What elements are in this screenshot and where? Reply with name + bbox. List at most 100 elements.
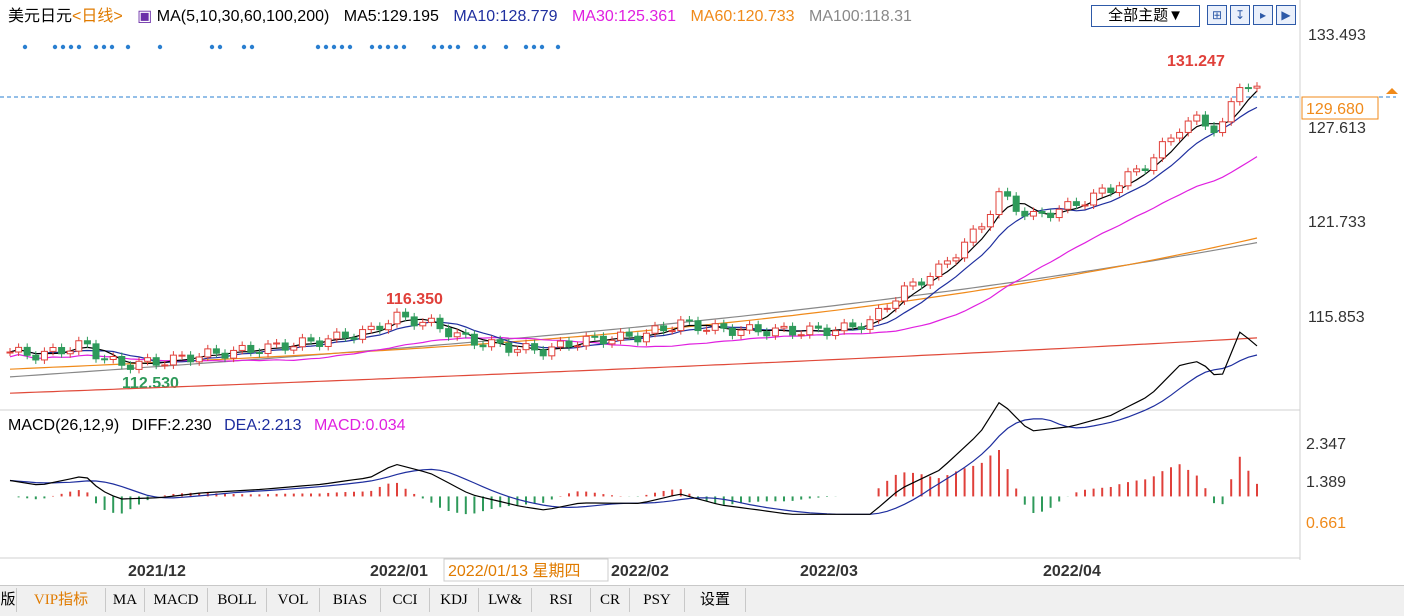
tab-bias[interactable]: BIAS <box>320 588 381 612</box>
candle-body <box>771 327 779 337</box>
signal-dot <box>377 44 383 50</box>
candle-body <box>522 343 530 351</box>
tab-cr[interactable]: CR <box>591 588 630 612</box>
chart-canvas[interactable]: 129.680 133.493 127.613 121.733 115.853 … <box>0 0 1404 585</box>
signal-dot <box>76 44 82 50</box>
zoom-in-icon[interactable]: ↧ <box>1230 5 1250 25</box>
candle-body <box>83 340 91 345</box>
candle-body <box>1098 187 1106 194</box>
tab-rsi[interactable]: RSI <box>532 588 591 612</box>
candle-body <box>109 355 117 360</box>
grid-icon[interactable]: ⊞ <box>1207 5 1227 25</box>
candle-body <box>978 226 986 230</box>
candle-body <box>92 343 100 360</box>
candle-body <box>1158 141 1166 159</box>
candle-body <box>883 307 891 310</box>
indicator-tab-bar: 版 VIP指标 MA MACD BOLL VOL BIAS CCI KDJ LW… <box>0 585 1404 616</box>
tab-ma[interactable]: MA <box>106 588 145 612</box>
candle-body <box>40 350 48 361</box>
candle-body <box>436 317 444 330</box>
theme-dropdown[interactable]: 全部主题▼ <box>1091 5 1200 27</box>
candle-body <box>281 342 289 351</box>
candle-body <box>737 329 745 336</box>
candle-body <box>857 326 865 330</box>
tab-lw[interactable]: LW& <box>479 588 532 612</box>
signal-dot <box>339 44 345 50</box>
signal-dot <box>93 44 99 50</box>
tab-vip[interactable]: VIP指标 <box>17 588 106 612</box>
candle-body <box>539 349 547 357</box>
tab-psy[interactable]: PSY <box>630 588 685 612</box>
candle-body <box>419 321 427 327</box>
tab-cci[interactable]: CCI <box>381 588 430 612</box>
step-icon[interactable]: ▸ <box>1253 5 1273 25</box>
candle-body <box>273 342 281 345</box>
signal-dot <box>60 44 66 50</box>
period-selector[interactable]: <日线> <box>72 8 123 25</box>
tab-vol[interactable]: VOL <box>267 588 320 612</box>
ma-indicator-icon[interactable]: ▣ <box>137 8 153 25</box>
cursor-date-label: 2022/01/13 星期四 <box>448 562 581 580</box>
candle-body <box>1227 101 1235 123</box>
signal-dot <box>331 44 337 50</box>
ma100-value: MA100:118.31 <box>809 8 912 25</box>
signal-dot <box>555 44 561 50</box>
candle-body <box>574 345 582 348</box>
candle-body <box>875 307 883 321</box>
candle-body <box>144 357 152 362</box>
tab-boll[interactable]: BOLL <box>208 588 267 612</box>
candle-body <box>900 285 908 302</box>
candle-body <box>651 325 659 334</box>
candle-body <box>118 355 126 366</box>
candle-body <box>169 354 177 366</box>
candle-body <box>255 351 263 354</box>
candle-body <box>178 354 186 357</box>
macd-value: MACD:0.034 <box>313 417 406 434</box>
candle-body <box>1081 204 1089 207</box>
signal-dot <box>523 44 529 50</box>
candle-body <box>410 316 418 327</box>
candle-body <box>453 332 461 338</box>
ma-legend: 美元日元<日线> ▣ MA(5,10,30,60,100,200) MA5:12… <box>0 0 1300 34</box>
candle-body <box>1012 195 1020 212</box>
candle-body <box>694 320 702 332</box>
candle-body <box>204 348 212 358</box>
candle-body <box>849 322 857 328</box>
price-marker-icon[interactable] <box>1386 88 1398 94</box>
candle-body <box>513 349 521 353</box>
tab-kdj[interactable]: KDJ <box>430 588 479 612</box>
ma10-value: MA10:128.779 <box>453 8 558 25</box>
tab-ban[interactable]: 版 <box>0 588 17 612</box>
candle-body <box>556 340 564 348</box>
forward-icon[interactable]: ▶ <box>1276 5 1296 25</box>
candle-body <box>617 331 625 341</box>
candle-body <box>32 354 40 361</box>
candle-body <box>1176 131 1184 139</box>
candle-body <box>496 339 504 344</box>
candle-body <box>1253 85 1261 89</box>
ma60-line <box>9 237 1258 370</box>
symbol-name[interactable]: 美元日元 <box>8 8 73 25</box>
candle-body <box>1072 201 1080 206</box>
candle-body <box>402 311 410 318</box>
ma30-line <box>9 156 1258 362</box>
signal-dot <box>431 44 437 50</box>
candle-body <box>126 364 134 370</box>
date-label: 2022/01 <box>370 563 428 580</box>
candle-body <box>703 329 711 332</box>
ma-params: MA(5,10,30,60,100,200) <box>156 8 330 25</box>
signal-dot <box>385 44 391 50</box>
candle-body <box>195 356 203 363</box>
ma100-line <box>9 242 1258 378</box>
candle-body <box>212 348 220 354</box>
signal-dot <box>68 44 74 50</box>
candle-body <box>1064 201 1072 210</box>
macd-tick: 0.661 <box>1306 515 1346 532</box>
candle-body <box>1150 157 1158 171</box>
tab-macd[interactable]: MACD <box>145 588 208 612</box>
price-tick: 115.853 <box>1308 309 1365 326</box>
candle-body <box>840 322 848 332</box>
candle-body <box>531 343 539 351</box>
tab-settings[interactable]: 设置 <box>685 588 746 612</box>
price-tick: 127.613 <box>1308 120 1366 137</box>
